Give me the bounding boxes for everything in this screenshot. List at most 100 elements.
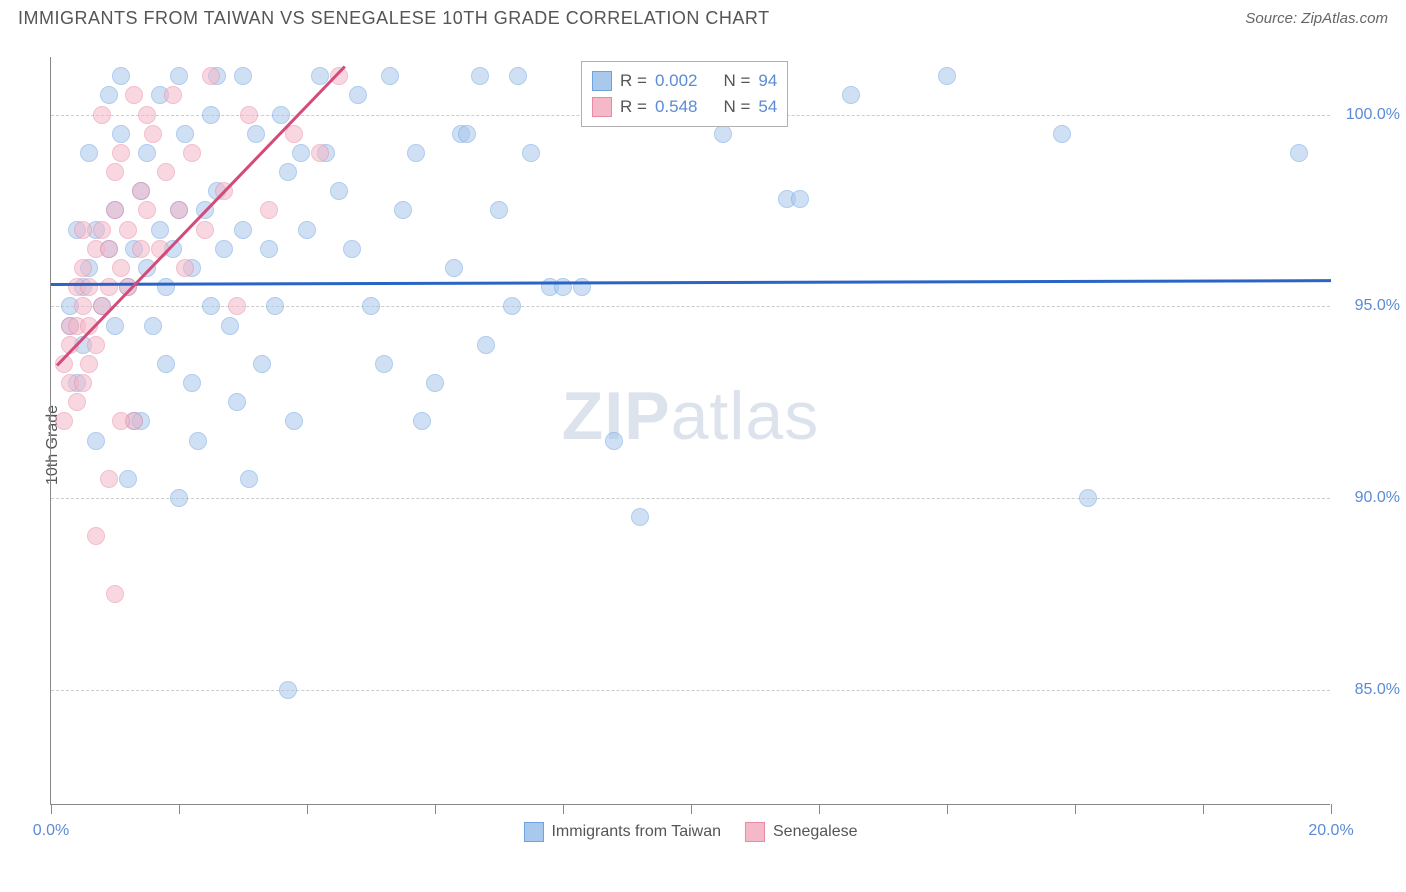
chart-header: IMMIGRANTS FROM TAIWAN VS SENEGALESE 10T…	[0, 0, 1406, 37]
scatter-point	[605, 432, 623, 450]
scatter-point	[407, 144, 425, 162]
scatter-point	[74, 374, 92, 392]
source-prefix: Source:	[1245, 10, 1301, 27]
stats-swatch	[592, 71, 612, 91]
xtick-label: 20.0%	[1308, 822, 1353, 840]
gridline	[51, 690, 1330, 691]
scatter-point	[375, 355, 393, 373]
scatter-point	[93, 221, 111, 239]
scatter-point	[119, 221, 137, 239]
scatter-point	[112, 259, 130, 277]
scatter-point	[202, 297, 220, 315]
scatter-point	[132, 240, 150, 258]
scatter-point	[260, 240, 278, 258]
r-label: R =	[620, 68, 647, 94]
scatter-point	[74, 297, 92, 315]
scatter-point	[106, 317, 124, 335]
scatter-point	[260, 201, 278, 219]
scatter-point	[247, 125, 265, 143]
scatter-point	[1053, 125, 1071, 143]
scatter-point	[279, 681, 297, 699]
scatter-point	[221, 317, 239, 335]
scatter-point	[106, 201, 124, 219]
scatter-point	[176, 259, 194, 277]
xtick	[947, 804, 948, 814]
r-value: 0.548	[655, 94, 698, 120]
legend-item: Immigrants from Taiwan	[523, 822, 721, 842]
scatter-point	[240, 106, 258, 124]
scatter-point	[157, 163, 175, 181]
stats-box: R =0.002N =94R =0.548N =54	[581, 61, 788, 127]
scatter-point	[170, 67, 188, 85]
scatter-point	[330, 182, 348, 200]
scatter-point	[183, 374, 201, 392]
ytick-label: 95.0%	[1340, 297, 1400, 315]
scatter-point	[164, 86, 182, 104]
scatter-point	[791, 190, 809, 208]
scatter-point	[381, 67, 399, 85]
scatter-point	[938, 67, 956, 85]
xtick	[563, 804, 564, 814]
scatter-point	[68, 393, 86, 411]
scatter-point	[100, 240, 118, 258]
scatter-point	[714, 125, 732, 143]
legend-swatch	[745, 822, 765, 842]
plot-region: ZIPatlas Immigrants from TaiwanSenegales…	[50, 57, 1330, 805]
scatter-point	[196, 221, 214, 239]
scatter-point	[228, 297, 246, 315]
xtick	[1203, 804, 1204, 814]
scatter-point	[522, 144, 540, 162]
xtick	[51, 804, 52, 814]
scatter-point	[490, 201, 508, 219]
scatter-point	[183, 144, 201, 162]
scatter-point	[311, 144, 329, 162]
scatter-point	[170, 489, 188, 507]
xtick	[179, 804, 180, 814]
xtick	[1331, 804, 1332, 814]
ytick-label: 85.0%	[1340, 681, 1400, 699]
scatter-point	[80, 144, 98, 162]
scatter-point	[362, 297, 380, 315]
xtick	[435, 804, 436, 814]
chart-source: Source: ZipAtlas.com	[1245, 10, 1388, 27]
scatter-point	[55, 412, 73, 430]
n-value: 54	[758, 94, 777, 120]
scatter-point	[202, 106, 220, 124]
xtick	[1075, 804, 1076, 814]
scatter-point	[842, 86, 860, 104]
scatter-point	[292, 144, 310, 162]
scatter-point	[157, 278, 175, 296]
xtick-label: 0.0%	[33, 822, 69, 840]
gridline	[51, 498, 1330, 499]
watermark: ZIPatlas	[562, 377, 819, 455]
scatter-point	[253, 355, 271, 373]
legend-item: Senegalese	[745, 822, 858, 842]
scatter-point	[138, 201, 156, 219]
stats-row: R =0.002N =94	[592, 68, 777, 94]
scatter-point	[100, 470, 118, 488]
scatter-point	[445, 259, 463, 277]
scatter-point	[240, 470, 258, 488]
scatter-point	[234, 67, 252, 85]
scatter-point	[477, 336, 495, 354]
source-name: ZipAtlas.com	[1301, 10, 1388, 27]
scatter-point	[1290, 144, 1308, 162]
stats-row: R =0.548N =54	[592, 94, 777, 120]
scatter-point	[112, 144, 130, 162]
scatter-point	[132, 182, 150, 200]
xtick	[307, 804, 308, 814]
scatter-point	[100, 278, 118, 296]
scatter-point	[138, 144, 156, 162]
scatter-point	[87, 527, 105, 545]
stats-swatch	[592, 97, 612, 117]
scatter-point	[112, 125, 130, 143]
legend-label: Senegalese	[773, 823, 858, 841]
scatter-point	[189, 432, 207, 450]
scatter-point	[144, 125, 162, 143]
scatter-point	[80, 278, 98, 296]
scatter-point	[80, 355, 98, 373]
scatter-point	[285, 412, 303, 430]
scatter-point	[202, 67, 220, 85]
scatter-point	[458, 125, 476, 143]
scatter-point	[279, 163, 297, 181]
